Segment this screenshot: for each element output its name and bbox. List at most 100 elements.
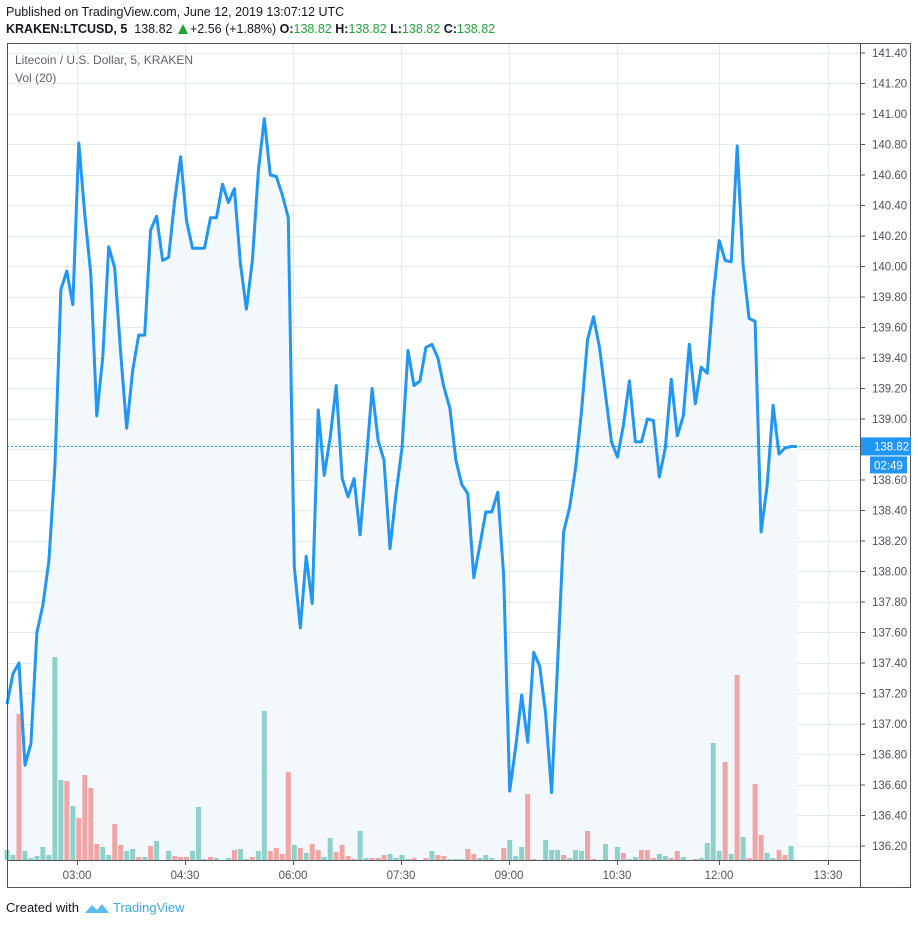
volume-bar <box>531 859 537 860</box>
volume-bar <box>752 784 758 860</box>
volume-bar <box>10 855 16 860</box>
volume-bar <box>16 714 22 860</box>
price-tick-label: 141.00 <box>872 109 907 121</box>
volume-bar <box>357 831 363 860</box>
volume-bar <box>716 851 722 860</box>
footer: Created with TradingView <box>6 900 185 915</box>
volume-bar <box>34 856 40 860</box>
time-tick-label: 03:00 <box>63 870 92 882</box>
time-tick-label: 06:00 <box>279 870 308 882</box>
price-tick-label: 139.00 <box>872 414 907 426</box>
volume-bar <box>656 854 662 860</box>
volume-bar <box>525 794 531 860</box>
volume-bar <box>632 857 638 860</box>
volume-bar <box>118 845 124 860</box>
volume-bar <box>130 849 136 860</box>
countdown-box <box>870 456 907 474</box>
volume-bar <box>441 856 447 860</box>
volume-bar <box>405 859 411 860</box>
volume-bar <box>363 858 369 860</box>
volume-bar <box>136 857 142 860</box>
time-tick-label: 07:30 <box>387 870 416 882</box>
volume-bar <box>429 851 435 860</box>
volume-bar <box>680 857 686 860</box>
volume-bar <box>375 858 381 860</box>
volume-bar <box>746 858 752 860</box>
price-tick-label: 136.20 <box>872 841 907 853</box>
volume-bar <box>561 855 567 860</box>
volume-bar <box>788 846 794 860</box>
volume-bar <box>734 675 740 860</box>
volume-bar <box>309 844 315 860</box>
close-label: C: <box>443 22 457 36</box>
volume-bar <box>225 858 231 860</box>
volume-bar <box>303 853 309 860</box>
price-tick-label: 137.40 <box>872 658 907 670</box>
price-tick-label: 140.80 <box>872 140 907 152</box>
volume-bar <box>614 847 620 860</box>
volume-bar <box>585 831 591 860</box>
price-tick-label: 136.80 <box>872 750 907 762</box>
price-tick-label: 138.40 <box>872 506 907 518</box>
volume-bar <box>507 840 513 860</box>
series-legend-title[interactable]: Litecoin / U.S. Dollar, 5, KRAKEN <box>15 53 194 67</box>
volume-bar <box>58 780 64 860</box>
volume-legend[interactable]: Vol (20) <box>15 71 57 85</box>
volume-bar <box>489 858 495 860</box>
volume-bar <box>369 858 375 860</box>
volume-bar <box>64 781 70 860</box>
volume-bar <box>776 850 782 860</box>
volume-bar <box>740 837 746 860</box>
volume-bar <box>249 857 255 860</box>
up-triangle-icon <box>177 24 188 34</box>
volume-bar <box>70 806 76 860</box>
chart-frame <box>7 43 911 888</box>
time-tick-label: 09:00 <box>495 870 524 882</box>
volume-bar <box>184 857 190 860</box>
volume-bar <box>345 856 351 860</box>
last-price-label: 138.82 <box>874 441 909 453</box>
open-label: O: <box>279 22 294 36</box>
volume-bar <box>393 858 399 860</box>
last-price-box <box>861 437 911 456</box>
volume-bar <box>213 858 219 860</box>
volume-bar <box>190 851 196 860</box>
volume-bar <box>202 859 207 860</box>
volume-bar <box>501 848 507 860</box>
time-axis[interactable]: 03:00 04:30 06:00 07:30 09:00 10:30 12:00 13:30 <box>63 860 843 882</box>
volume-bar <box>255 851 261 860</box>
volume-bar <box>447 859 453 860</box>
price-axis[interactable]: 141.40 141.20 141.00 140.80 140.60 140.40 140.… <box>860 48 907 853</box>
volume-bar <box>267 851 273 860</box>
tradingview-logo-icon <box>84 903 109 913</box>
time-tick-label: 04:30 <box>171 870 200 882</box>
volume-bar <box>764 853 770 860</box>
volume-bar <box>106 855 112 860</box>
volume-bar <box>567 858 573 860</box>
time-tick-label: 12:00 <box>705 870 734 882</box>
low-value: 138.82 <box>401 22 441 36</box>
low-label: L: <box>390 22 402 36</box>
price-tick-label: 138.60 <box>872 475 907 487</box>
high-label: H: <box>335 22 349 36</box>
price-tick-label: 139.80 <box>872 292 907 304</box>
high-value: 138.82 <box>348 22 387 36</box>
volume-bar <box>674 851 680 860</box>
volume-bar <box>148 846 154 860</box>
volume-bar <box>285 772 291 860</box>
volume-bar <box>728 854 734 860</box>
volume-bars <box>4 657 794 860</box>
last-price: 138.82 <box>134 22 173 36</box>
volume-bar <box>513 856 519 860</box>
created-with-text: Created with <box>6 900 79 915</box>
volume-bar <box>22 851 28 860</box>
price-tick-label: 140.20 <box>872 231 907 243</box>
price-tick-label: 137.60 <box>872 628 907 640</box>
volume-bar <box>411 858 417 860</box>
volume-bar <box>237 849 243 860</box>
volume-bar <box>178 857 184 860</box>
tradingview-brand-link[interactable]: TradingView <box>112 900 185 915</box>
symbol-info-bar: KRAKEN:LTCUSD, 5 138.82 +2.56 (+1.88%) O… <box>6 22 495 36</box>
volume-bar <box>620 853 626 860</box>
